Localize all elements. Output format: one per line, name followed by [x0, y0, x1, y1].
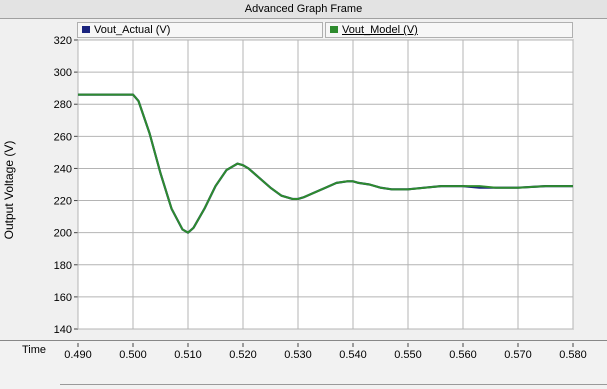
y-tick-label: 220 — [54, 196, 72, 208]
legend-label-actual: Vout_Actual (V) — [94, 24, 171, 36]
legend-item-vout-model[interactable]: Vout_Model (V) — [325, 22, 573, 38]
legend-label-model: Vout_Model (V) — [342, 24, 418, 36]
x-tick-label: 0.530 — [284, 349, 312, 361]
x-tick-label: 0.510 — [174, 349, 202, 361]
y-tick-label: 200 — [54, 228, 72, 240]
legend-swatch-actual — [82, 26, 90, 33]
y-tick-label: 180 — [54, 260, 72, 272]
series-line-vout-model — [78, 93, 573, 234]
x-tick-label: 0.580 — [559, 349, 587, 361]
y-tick-label: 320 — [54, 35, 72, 47]
x-tick-label: 0.560 — [449, 349, 477, 361]
x-tick-label: 0.540 — [339, 349, 367, 361]
plot-background — [77, 39, 574, 330]
x-tick-label: 0.570 — [504, 349, 532, 361]
window-title: Advanced Graph Frame — [0, 0, 607, 19]
legend-item-vout-actual[interactable]: Vout_Actual (V) — [77, 22, 323, 38]
y-tick-label: 300 — [54, 67, 72, 79]
time-axis-panel — [0, 340, 607, 389]
legend-swatch-model — [330, 26, 338, 33]
x-tick-label: 0.520 — [229, 349, 257, 361]
y-tick-label: 140 — [54, 324, 72, 336]
legend: Vout_Actual (V) Vout_Model (V) — [77, 22, 573, 39]
y-tick-label: 240 — [54, 163, 72, 175]
x-tick-label: 0.550 — [394, 349, 422, 361]
time-label: Time — [22, 344, 47, 356]
y-tick-label: 260 — [54, 131, 72, 143]
bottom-rule — [60, 384, 607, 385]
y-tick-label: 160 — [54, 292, 72, 304]
x-tick-label: 0.500 — [119, 349, 147, 361]
y-tick-label: 280 — [54, 99, 72, 111]
x-tick-label: 0.490 — [64, 349, 92, 361]
